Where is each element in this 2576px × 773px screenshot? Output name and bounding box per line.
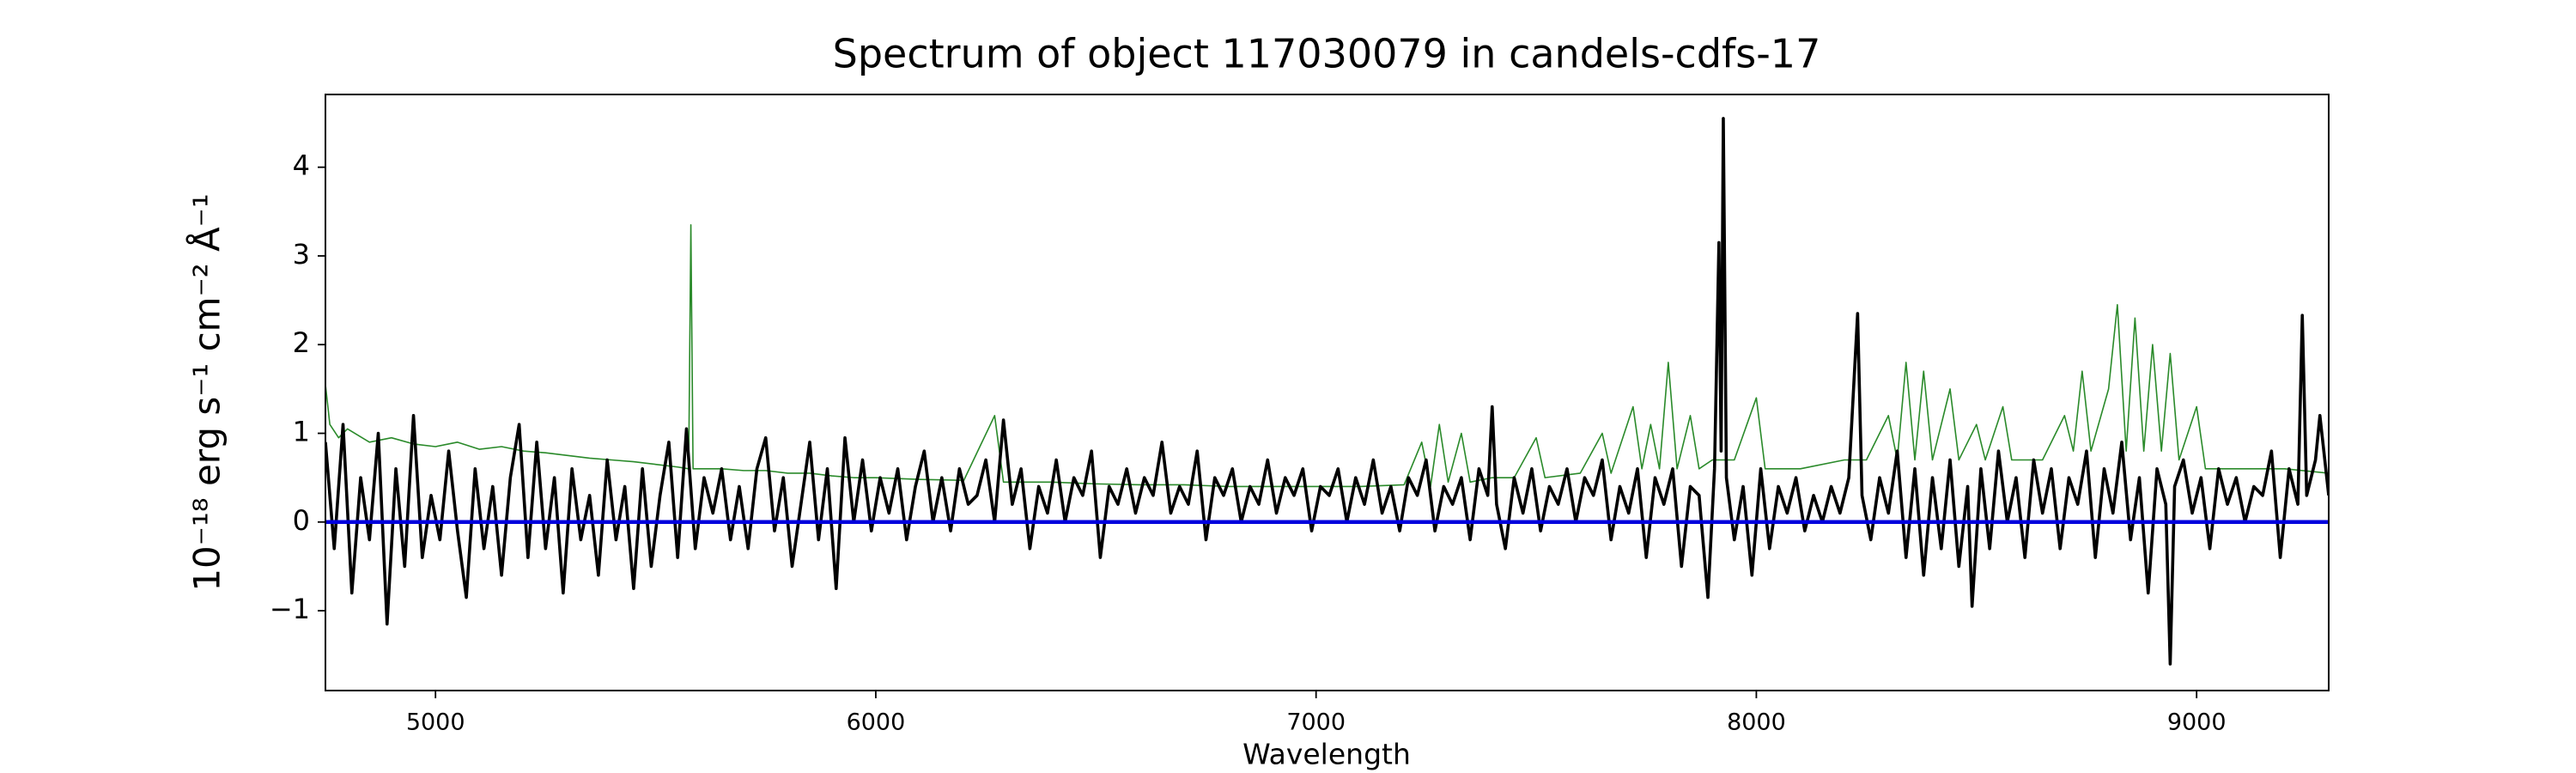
spectrum-line	[325, 117, 2329, 666]
y-axis-label: 10⁻¹⁸ erg s⁻¹ cm⁻² Å⁻¹	[185, 193, 228, 591]
x-tick-label: 5000	[406, 709, 465, 736]
y-tick-label: 4	[293, 149, 310, 182]
spectrum-line	[325, 224, 2329, 488]
chart-title: Spectrum of object 117030079 in candels-…	[833, 31, 1821, 77]
x-tick-label: 8000	[1727, 709, 1786, 736]
x-tick-label: 9000	[2167, 709, 2227, 736]
y-tick-label: 0	[293, 504, 310, 537]
y-tick-label: −1	[270, 593, 310, 625]
x-tick-label: 6000	[847, 709, 906, 736]
x-tick-label: 7000	[1286, 709, 1346, 736]
y-tick-label: 2	[293, 326, 310, 359]
y-tick-label: 1	[293, 416, 310, 448]
x-axis-label: Wavelength	[1242, 738, 1411, 771]
plot-frame	[325, 94, 2330, 691]
y-tick-label: 3	[293, 238, 310, 271]
